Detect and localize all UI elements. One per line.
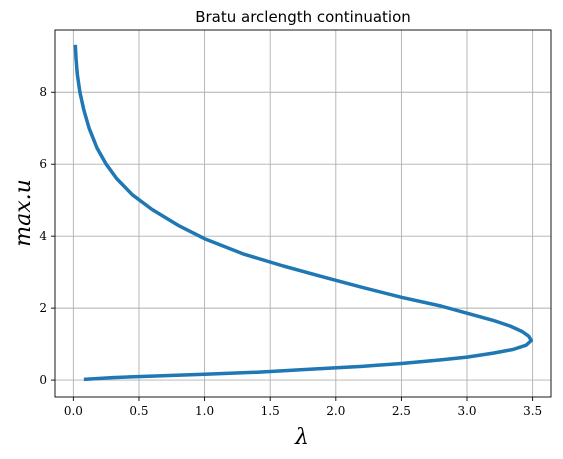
y-axis-label: max.u xyxy=(11,179,36,247)
x-tick-label: 0.5 xyxy=(129,404,148,418)
axes-frame xyxy=(54,29,552,398)
x-tick-label: 1.5 xyxy=(261,404,280,418)
y-tick-label: 8 xyxy=(39,85,47,99)
grid xyxy=(55,30,551,397)
y-tick-label: 6 xyxy=(39,157,47,171)
y-axis: 0 2 4 6 8 xyxy=(39,85,55,387)
x-tick-label: 1.0 xyxy=(195,404,214,418)
y-tick-label: 2 xyxy=(39,301,47,315)
plot-area xyxy=(73,44,534,382)
x-tick-label: 2.5 xyxy=(392,404,411,418)
x-tick-label: 0.0 xyxy=(64,404,83,418)
chart-title: Bratu arclength continuation xyxy=(195,8,411,26)
x-tick-label: 3.0 xyxy=(457,404,476,418)
x-axis: 0.0 0.5 1.0 1.5 2.0 2.5 3.0 3.5 xyxy=(64,397,542,418)
x-tick-label: 3.5 xyxy=(523,404,542,418)
y-tick-label: 4 xyxy=(39,229,47,243)
y-tick-label: 0 xyxy=(39,373,47,387)
series-line xyxy=(73,44,534,382)
x-axis-label: λ xyxy=(294,425,309,450)
x-tick-label: 2.0 xyxy=(326,404,345,418)
